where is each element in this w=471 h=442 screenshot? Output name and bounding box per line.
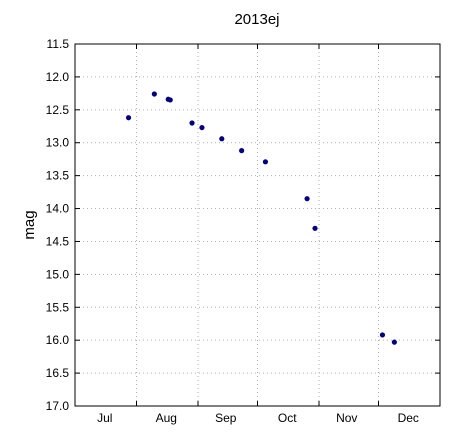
- x-tick-label: Oct: [278, 411, 297, 425]
- y-tick-label: 16.0: [46, 333, 70, 347]
- chart-title: 2013ej: [234, 11, 279, 28]
- data-point: [189, 120, 195, 126]
- y-tick-label: 13.5: [46, 169, 70, 183]
- x-tick-label: Jul: [97, 411, 112, 425]
- x-tick-labels: Jul Aug Sep Oct Nov Dec: [97, 411, 419, 425]
- plot-frame: [74, 43, 441, 407]
- y-axis-label: mag: [21, 210, 38, 239]
- y-tick-label: 14.0: [46, 202, 70, 216]
- data-point: [262, 159, 269, 165]
- x-tick-label: Dec: [398, 411, 419, 425]
- x-tick-label: Aug: [156, 411, 177, 425]
- y-tick-label: 15.5: [46, 300, 70, 314]
- y-tick-label: 17.0: [46, 399, 70, 413]
- data-points: [125, 91, 397, 345]
- y-tick-label: 16.5: [46, 366, 70, 380]
- grid-lines: [75, 44, 440, 406]
- data-point: [219, 136, 225, 142]
- data-point: [391, 339, 397, 345]
- y-tick-labels: 11.5 12.0 12.5 13.0 13.5 14.0 14.5 15.0 15.5 16.0…: [46, 37, 70, 413]
- y-tick-label: 14.5: [46, 234, 70, 248]
- x-tick-label: Sep: [215, 411, 237, 425]
- data-point: [167, 97, 173, 103]
- data-point: [239, 148, 245, 154]
- data-point: [125, 115, 132, 121]
- data-point: [304, 196, 310, 202]
- data-point: [312, 225, 318, 231]
- y-tick-label: 13.0: [46, 136, 70, 150]
- data-point: [151, 91, 157, 97]
- y-tick-label: 12.5: [46, 103, 70, 117]
- y-tick-label: 15.0: [46, 267, 70, 281]
- y-tick-label: 12.0: [46, 70, 70, 84]
- data-point: [379, 332, 386, 338]
- y-tick-label: 11.5: [47, 37, 70, 51]
- x-tick-label: Nov: [336, 411, 357, 425]
- data-point: [199, 124, 205, 131]
